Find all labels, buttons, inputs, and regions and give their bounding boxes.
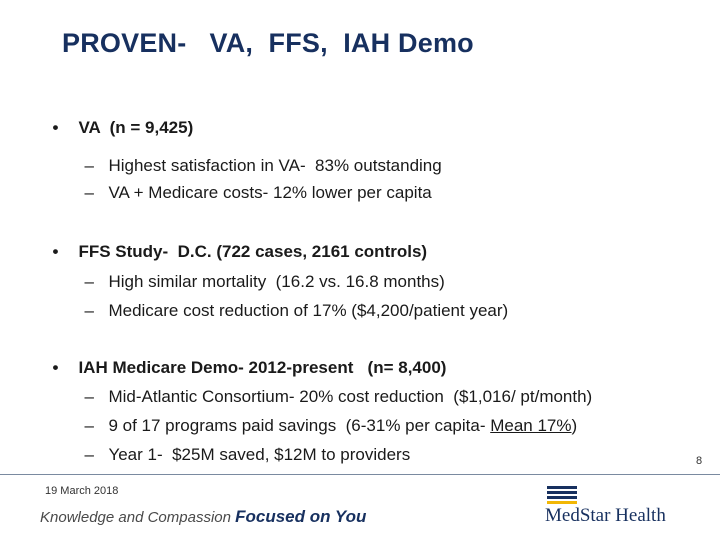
footer-divider (0, 474, 720, 475)
bullet-dot: • (52, 118, 59, 137)
sub-item: – Medicare cost reduction of 17% ($4,200/… (75, 281, 508, 321)
page-number: 8 (696, 455, 703, 467)
sub-item: –9 of 17 programs paid savings (6-31% pe… (75, 396, 577, 436)
dash: – (84, 156, 94, 175)
bullet-va-text: VA (n = 9,425) (78, 118, 194, 137)
sub-item-text: Highest satisfaction in VA- 83% outstand… (108, 156, 442, 175)
slide-title: PROVEN- VA, FFS, IAH Demo (62, 28, 474, 58)
tagline-light: Knowledge and Compassion (40, 509, 236, 526)
logo-wordmark: MedStar Health (545, 505, 666, 526)
sub-item-text: Year 1- $25M saved, $12M to providers (108, 445, 411, 464)
bullet-iah-text: IAH Medicare Demo- 2012-present (n= 8,40… (78, 358, 447, 377)
sub-item: – High similar mortality (16.2 vs. 16.8 m… (75, 252, 445, 292)
sub-item-text: 9 of 17 programs paid savings (6-31% per… (108, 416, 491, 435)
sub-item-text: High similar mortality (16.2 vs. 16.8 mo… (108, 272, 445, 291)
bullet-ffs: • FFS Study- D.C. (722 cases, 2161 contro… (43, 222, 427, 262)
tagline-bold: Focused on You (235, 507, 367, 526)
sub-item: – Year 1- $25M saved, $12M to providers (75, 425, 410, 465)
dash: – (84, 387, 94, 406)
footer-tagline: Knowledge and Compassion Focused on You (40, 507, 366, 527)
underlined-mean: Mean 17% (490, 416, 572, 435)
sub-item-text: VA + Medicare costs- 12% lower per capit… (108, 183, 432, 202)
sub-item: – VA + Medicare costs- 12% lower per capi… (75, 163, 432, 203)
bullet-dot: • (52, 242, 59, 261)
bullet-ffs-text: FFS Study- D.C. (722 cases, 2161 control… (78, 242, 428, 261)
bullet-va: • VA (n = 9,425) (43, 98, 193, 138)
bullet-iah: • IAH Medicare Demo- 2012-present (n= 8,4… (43, 338, 446, 378)
dash: – (84, 301, 94, 320)
dash: – (84, 416, 94, 435)
dash: – (84, 445, 94, 464)
dash: – (84, 272, 94, 291)
medstar-logo-icon (547, 486, 577, 504)
sub-item-text: Medicare cost reduction of 17% ($4,200/p… (108, 301, 509, 320)
dash: – (84, 183, 94, 202)
footer-date: 19 March 2018 (45, 485, 119, 497)
sub-item: – Highest satisfaction in VA- 83% outstan… (75, 136, 442, 176)
bullet-dot: • (52, 358, 59, 377)
sub-item: – Mid-Atlantic Consortium- 20% cost reduc… (75, 367, 592, 407)
sub-item-text: Mid-Atlantic Consortium- 20% cost reduct… (108, 387, 593, 406)
closing-paren: ) (571, 416, 578, 435)
